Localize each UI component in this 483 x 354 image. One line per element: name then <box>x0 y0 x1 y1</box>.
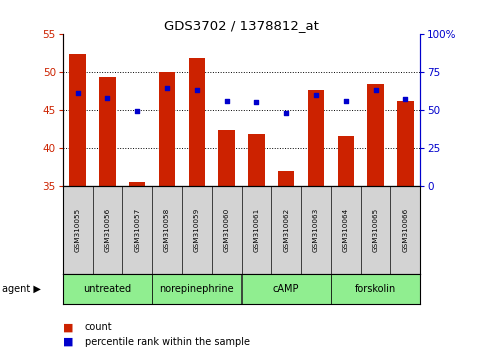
Bar <box>338 136 354 186</box>
Point <box>133 108 141 114</box>
Point <box>342 98 350 103</box>
Text: GSM310063: GSM310063 <box>313 208 319 252</box>
Point <box>163 86 171 91</box>
Point <box>372 87 380 93</box>
Text: GSM310065: GSM310065 <box>372 208 379 252</box>
Text: ■: ■ <box>63 322 73 332</box>
Text: GSM310056: GSM310056 <box>104 208 111 252</box>
Point <box>104 95 112 101</box>
Bar <box>70 54 86 186</box>
Text: cAMP: cAMP <box>273 284 299 295</box>
Point <box>74 90 82 96</box>
Bar <box>331 274 420 304</box>
Point <box>253 99 260 105</box>
Text: count: count <box>85 322 112 332</box>
Bar <box>63 274 152 304</box>
Text: forskolin: forskolin <box>355 284 396 295</box>
Text: agent ▶: agent ▶ <box>2 284 41 295</box>
Point <box>223 98 230 103</box>
Point <box>312 92 320 97</box>
Title: GDS3702 / 1378812_at: GDS3702 / 1378812_at <box>164 19 319 33</box>
Bar <box>99 77 115 186</box>
Text: GSM310061: GSM310061 <box>254 208 259 252</box>
Bar <box>308 90 324 186</box>
Text: GSM310059: GSM310059 <box>194 208 200 252</box>
Bar <box>189 58 205 186</box>
Point <box>193 87 201 93</box>
Text: GSM310062: GSM310062 <box>283 208 289 252</box>
Text: GSM310064: GSM310064 <box>343 208 349 252</box>
Text: GSM310057: GSM310057 <box>134 208 140 252</box>
Bar <box>397 101 413 186</box>
Text: ■: ■ <box>63 337 73 347</box>
Text: GSM310055: GSM310055 <box>75 208 81 252</box>
Point <box>401 96 409 102</box>
Text: GSM310060: GSM310060 <box>224 208 229 252</box>
Bar <box>368 84 384 186</box>
Bar <box>242 274 331 304</box>
Text: norepinephrine: norepinephrine <box>159 284 234 295</box>
Bar <box>129 182 145 186</box>
Bar <box>159 72 175 186</box>
Bar <box>248 134 265 186</box>
Text: GSM310066: GSM310066 <box>402 208 408 252</box>
Bar <box>152 274 242 304</box>
Text: percentile rank within the sample: percentile rank within the sample <box>85 337 250 347</box>
Text: untreated: untreated <box>84 284 131 295</box>
Bar <box>218 130 235 186</box>
Bar <box>278 171 294 186</box>
Point <box>282 110 290 116</box>
Text: GSM310058: GSM310058 <box>164 208 170 252</box>
